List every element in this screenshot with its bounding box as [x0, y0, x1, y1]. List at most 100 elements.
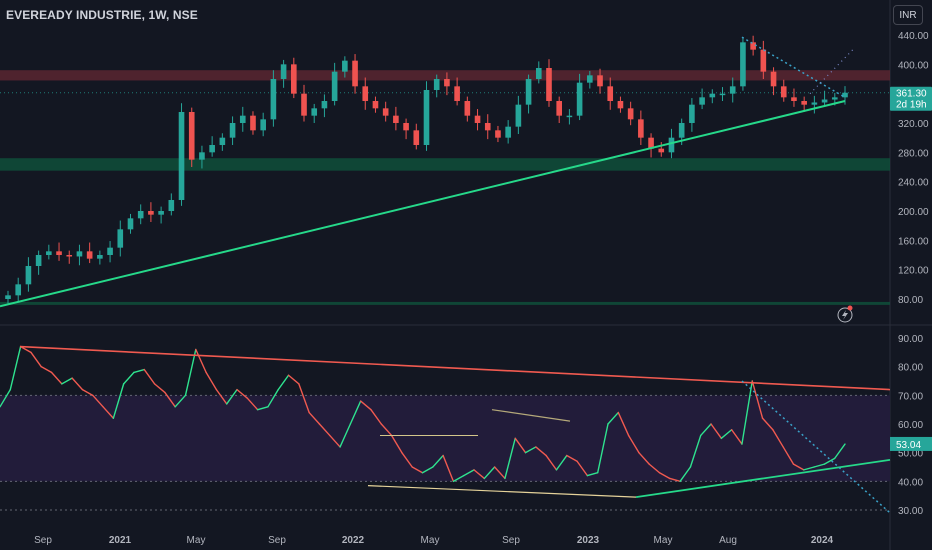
- rsi-segment: [803, 466, 815, 471]
- rsi-top-line: [491, 409, 571, 422]
- price-axis-label: 120.00: [898, 266, 929, 277]
- rsi-segment: [277, 374, 290, 391]
- zone-support: [0, 158, 890, 171]
- candle-body: [301, 93, 307, 116]
- candle-body: [15, 284, 22, 296]
- rsi-segment: [730, 429, 743, 445]
- rsi-segment: [658, 472, 671, 480]
- rsi-segment: [215, 388, 228, 405]
- candle-body: [56, 251, 62, 255]
- rsi-segment: [298, 383, 310, 414]
- rsi-segment: [627, 434, 640, 454]
- alert-icon-bolt: [842, 310, 848, 320]
- candle-body: [209, 145, 215, 153]
- rsi-segment: [576, 460, 589, 477]
- rsi-segment: [586, 472, 599, 477]
- candle-body: [270, 79, 277, 120]
- candle-body: [148, 211, 154, 215]
- rsi-segment: [92, 394, 104, 408]
- candle-body: [617, 101, 624, 109]
- candle-body: [311, 108, 318, 116]
- candle-body: [709, 93, 716, 98]
- candle-body: [556, 101, 563, 116]
- rsi-segment: [442, 454, 455, 483]
- rsi-segment: [493, 466, 506, 480]
- rsi-segment: [648, 463, 661, 474]
- candle-body: [546, 68, 552, 101]
- candle-body: [689, 104, 695, 123]
- rsi-segment: [700, 423, 712, 437]
- rsi-segment: [359, 400, 372, 411]
- currency-button[interactable]: INR: [893, 5, 923, 25]
- rsi-segment: [174, 394, 187, 408]
- candle-body: [668, 137, 675, 153]
- x-axis-label: Sep: [268, 535, 286, 546]
- x-axis-label: 2021: [109, 535, 132, 546]
- candle-body: [638, 119, 644, 138]
- candle-body: [46, 251, 52, 255]
- rsi-segment: [102, 406, 115, 419]
- rsi-segment: [267, 388, 279, 408]
- candle-body: [515, 104, 522, 127]
- candle-body: [444, 79, 450, 87]
- price-axis-label: 240.00: [898, 178, 929, 189]
- rsi-segment: [617, 411, 630, 437]
- rsi-segment: [566, 454, 578, 462]
- rsi-segment: [607, 411, 619, 425]
- candle-body: [740, 42, 746, 87]
- x-axis-label: 2024: [811, 535, 834, 546]
- rsi-segment: [535, 446, 547, 457]
- candle-body: [750, 42, 756, 50]
- candle-body: [127, 218, 134, 230]
- candle-body: [158, 211, 164, 215]
- rsi-segment: [380, 423, 393, 437]
- candle-body: [35, 255, 42, 266]
- price-axis-label: 160.00: [898, 236, 929, 247]
- price-axis-label: 320.00: [898, 119, 929, 130]
- rsi-segment: [390, 434, 403, 454]
- rsi-value-badge: [890, 436, 932, 451]
- lightning-alert-icon[interactable]: [837, 305, 853, 323]
- rsi-axis-label: 30.00: [898, 506, 923, 517]
- x-axis-label: 2022: [342, 535, 365, 546]
- candle-body: [107, 247, 113, 255]
- candle-body: [678, 123, 685, 138]
- candle-body: [321, 101, 328, 109]
- rsi-segment: [61, 377, 73, 385]
- candle-body: [607, 86, 614, 101]
- rsi-segment: [226, 388, 238, 405]
- rsi-segment: [205, 371, 218, 391]
- candle-body: [342, 60, 348, 72]
- price-downtrend-dotted: [741, 36, 846, 98]
- rsi-segment: [19, 345, 32, 354]
- price-axis-label: 200.00: [898, 207, 929, 218]
- rsi-downtrend-line: [19, 345, 891, 391]
- candle-body: [627, 108, 634, 120]
- rsi-segment: [792, 463, 805, 471]
- candle-body: [454, 86, 460, 101]
- candle-body: [229, 123, 236, 138]
- rsi-axis-label: 80.00: [898, 363, 923, 374]
- rsi-segment: [772, 429, 784, 448]
- candle-body: [188, 112, 195, 160]
- rsi-segment: [463, 469, 475, 477]
- price-uptrend-line: [0, 100, 846, 308]
- x-axis-label: 2023: [577, 535, 600, 546]
- rsi-segment: [329, 434, 341, 448]
- candle-body: [168, 200, 175, 211]
- alert-icon-ring: [837, 307, 853, 323]
- rsi-segment: [349, 400, 362, 425]
- rsi-axis-label: 70.00: [898, 391, 923, 402]
- candle-body: [423, 90, 430, 145]
- candle-body: [801, 101, 807, 105]
- candle-body: [76, 251, 83, 257]
- candle-body: [331, 71, 338, 101]
- candle-body: [729, 86, 736, 94]
- candle-body: [760, 49, 767, 72]
- candle-body: [719, 93, 726, 96]
- x-axis-label: May: [187, 535, 206, 546]
- rsi-segment: [833, 443, 846, 460]
- rsi-segment: [452, 474, 465, 483]
- candle-body: [219, 137, 226, 145]
